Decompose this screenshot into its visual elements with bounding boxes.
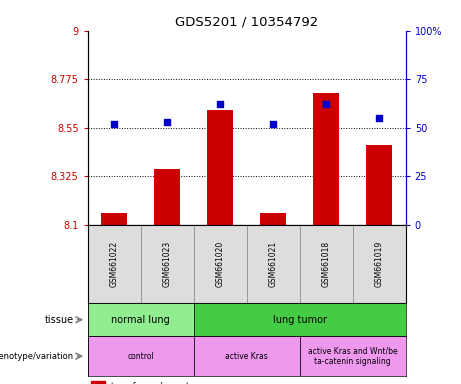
Text: tissue: tissue — [45, 314, 74, 325]
Text: GSM661023: GSM661023 — [163, 241, 171, 287]
Point — [110, 121, 118, 127]
Bar — [141, 225, 194, 303]
Text: control: control — [127, 352, 154, 361]
Text: transformed count: transformed count — [112, 382, 189, 384]
Bar — [88, 225, 141, 303]
Text: GSM661018: GSM661018 — [322, 241, 331, 287]
Bar — [247, 225, 300, 303]
Bar — [194, 225, 247, 303]
Point — [322, 101, 330, 108]
Bar — [88, 303, 194, 336]
Text: lung tumor: lung tumor — [272, 314, 327, 325]
Bar — [300, 336, 406, 376]
Bar — [353, 225, 406, 303]
Text: GSM661020: GSM661020 — [216, 241, 225, 287]
Bar — [101, 213, 127, 225]
Title: GDS5201 / 10354792: GDS5201 / 10354792 — [175, 15, 318, 28]
Bar — [300, 225, 353, 303]
Bar — [194, 336, 300, 376]
Bar — [366, 145, 392, 225]
Text: active Kras: active Kras — [225, 352, 268, 361]
Text: genotype/variation: genotype/variation — [0, 352, 74, 361]
Text: GSM661022: GSM661022 — [110, 241, 118, 287]
Point — [163, 119, 171, 125]
Point — [375, 115, 383, 121]
Bar — [91, 381, 105, 384]
Text: active Kras and Wnt/be
ta-catenin signaling: active Kras and Wnt/be ta-catenin signal… — [308, 346, 397, 366]
Point — [269, 121, 277, 127]
Bar — [260, 213, 286, 225]
Text: normal lung: normal lung — [111, 314, 170, 325]
Text: GSM661019: GSM661019 — [375, 241, 384, 287]
Bar — [207, 111, 233, 225]
Bar — [313, 93, 339, 225]
Point — [216, 101, 224, 108]
Bar — [154, 169, 180, 225]
Bar — [194, 303, 406, 336]
Text: GSM661021: GSM661021 — [269, 241, 278, 287]
Bar — [88, 336, 194, 376]
